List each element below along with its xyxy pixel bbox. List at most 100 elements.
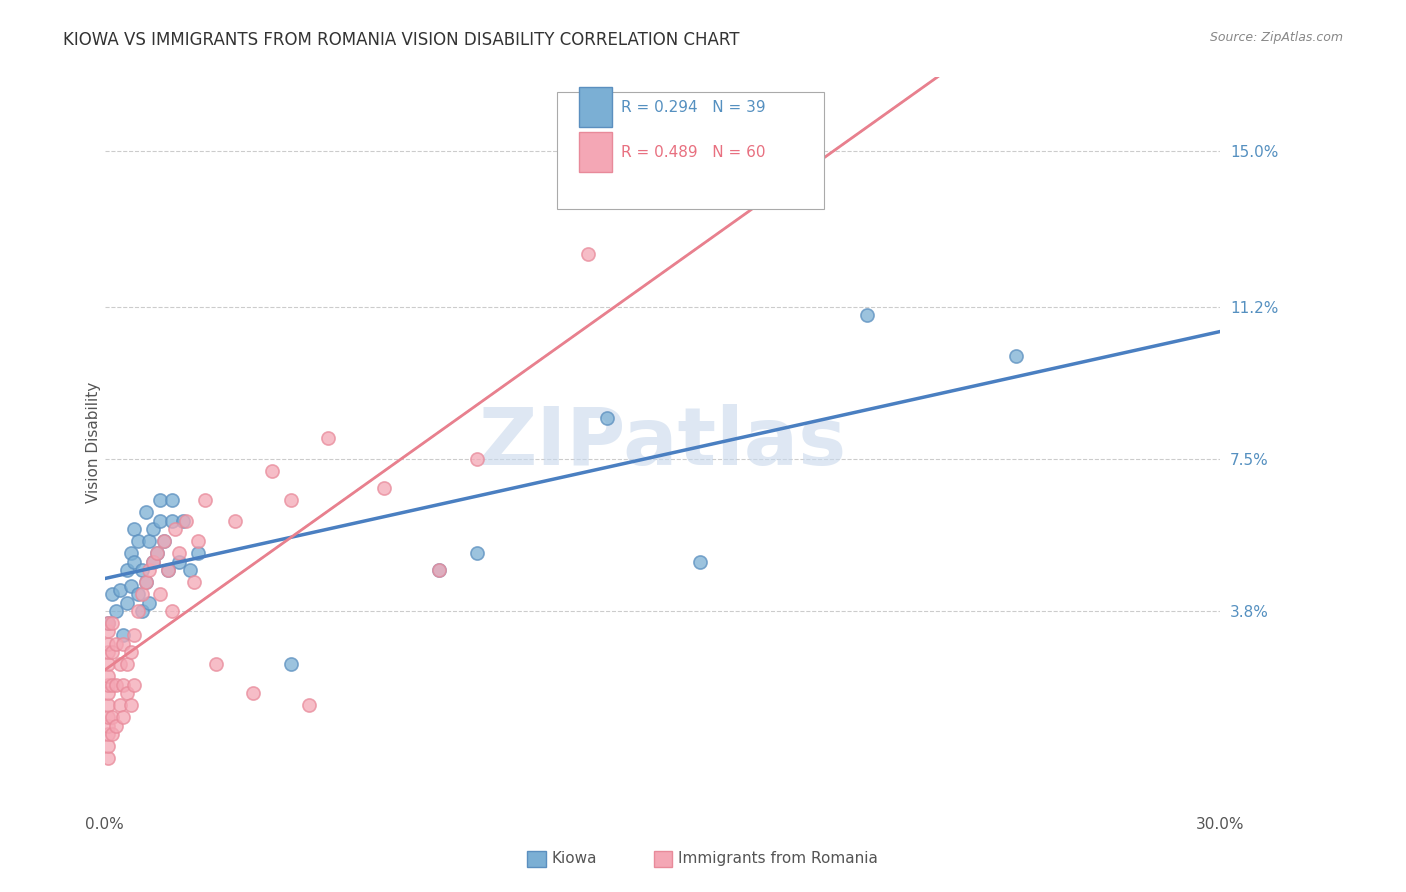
Point [142, 555, 165, 569]
FancyBboxPatch shape [579, 87, 613, 127]
Point [138, 596, 160, 610]
Point [280, 493, 302, 508]
Point [115, 596, 138, 610]
Point [101, 587, 124, 601]
Text: R = 0.294   N = 39: R = 0.294 N = 39 [621, 100, 766, 114]
Point [142, 522, 165, 536]
Point [138, 534, 160, 549]
Point [127, 587, 149, 601]
Point [124, 555, 146, 569]
Point [131, 563, 153, 577]
Point [465, 546, 488, 560]
Point [160, 604, 183, 618]
Point [120, 698, 142, 712]
Point [124, 628, 146, 642]
Point [179, 563, 201, 577]
Point [149, 493, 172, 508]
Point [316, 432, 339, 446]
Point [97, 637, 120, 651]
Point [120, 546, 142, 560]
Point [97, 727, 120, 741]
Point [465, 452, 488, 467]
Text: ZIPatlas: ZIPatlas [478, 403, 846, 482]
Point [112, 637, 135, 651]
Point [156, 563, 179, 577]
Point [280, 657, 302, 671]
Point [115, 563, 138, 577]
Point [142, 555, 165, 569]
Point [124, 522, 146, 536]
FancyBboxPatch shape [557, 92, 824, 209]
Point [112, 677, 135, 691]
Point [101, 645, 124, 659]
Point [104, 718, 127, 732]
Point [576, 247, 599, 261]
Point [165, 522, 187, 536]
Point [160, 514, 183, 528]
Point [101, 677, 124, 691]
Point [373, 481, 395, 495]
Point [97, 657, 120, 671]
Point [104, 677, 127, 691]
Point [194, 493, 217, 508]
Point [97, 669, 120, 683]
Point [120, 645, 142, 659]
Point [596, 411, 619, 425]
Point [112, 710, 135, 724]
Point [101, 727, 124, 741]
Point [97, 718, 120, 732]
Point [97, 677, 120, 691]
Point [153, 534, 176, 549]
Point [97, 624, 120, 639]
Point [104, 604, 127, 618]
Text: Immigrants from Romania: Immigrants from Romania [678, 852, 877, 866]
Point [149, 587, 172, 601]
FancyBboxPatch shape [579, 132, 613, 172]
Point [156, 563, 179, 577]
Y-axis label: Vision Disability: Vision Disability [86, 382, 101, 503]
Point [242, 686, 264, 700]
Text: R = 0.489   N = 60: R = 0.489 N = 60 [621, 145, 766, 160]
Point [97, 710, 120, 724]
Point [97, 686, 120, 700]
Point [97, 616, 120, 631]
Point [145, 546, 167, 560]
Text: Kiowa: Kiowa [551, 852, 596, 866]
Point [108, 657, 131, 671]
Point [138, 563, 160, 577]
Point [97, 751, 120, 765]
Point [298, 698, 321, 712]
Point [135, 575, 157, 590]
Point [124, 677, 146, 691]
Point [101, 616, 124, 631]
Point [115, 686, 138, 700]
Point [187, 534, 209, 549]
Point [108, 698, 131, 712]
Text: Source: ZipAtlas.com: Source: ZipAtlas.com [1209, 31, 1343, 45]
Point [135, 575, 157, 590]
Point [187, 546, 209, 560]
Point [176, 514, 198, 528]
Point [97, 698, 120, 712]
Point [429, 563, 451, 577]
Point [108, 583, 131, 598]
Point [172, 514, 194, 528]
Point [135, 505, 157, 519]
Point [224, 514, 246, 528]
Point [153, 534, 176, 549]
Text: KIOWA VS IMMIGRANTS FROM ROMANIA VISION DISABILITY CORRELATION CHART: KIOWA VS IMMIGRANTS FROM ROMANIA VISION … [63, 31, 740, 49]
Point [112, 628, 135, 642]
Point [97, 616, 120, 631]
Point [127, 534, 149, 549]
Point [97, 739, 120, 753]
Point [145, 546, 167, 560]
Point [120, 579, 142, 593]
Point [689, 555, 711, 569]
Point [115, 657, 138, 671]
Point [260, 464, 283, 478]
Point [183, 575, 205, 590]
Point [101, 710, 124, 724]
Point [160, 493, 183, 508]
Point [131, 587, 153, 601]
Point [167, 555, 190, 569]
